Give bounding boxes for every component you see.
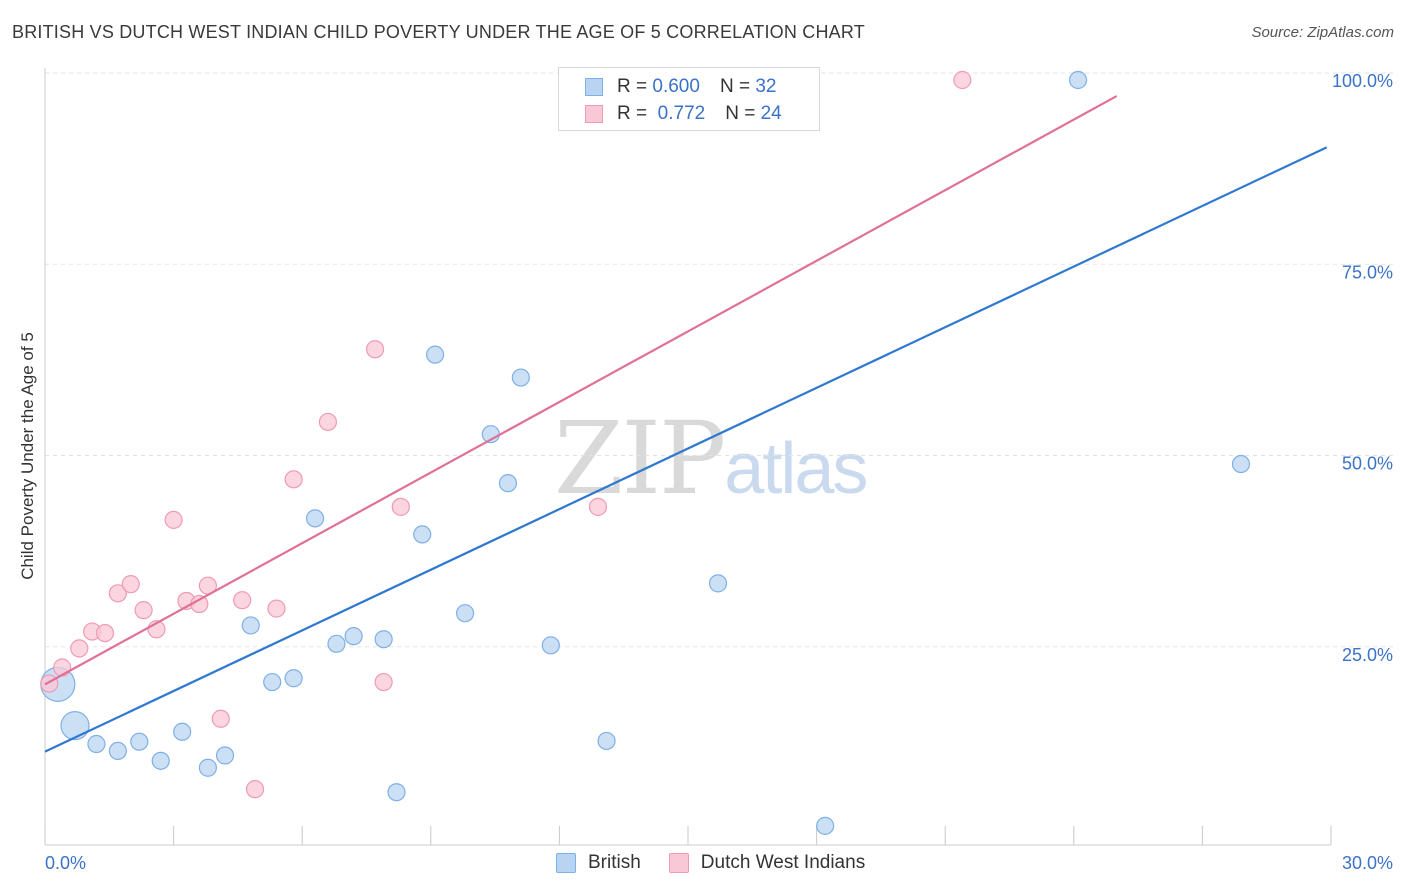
- british-point: [327, 634, 346, 653]
- british-r-value: 0.600: [652, 76, 700, 97]
- british-point: [305, 509, 325, 528]
- dutch-point: [245, 780, 265, 799]
- dutch-point: [374, 672, 393, 692]
- british-point: [198, 758, 217, 777]
- dutch-point: [365, 340, 385, 359]
- british-point: [344, 627, 363, 646]
- dutch-legend-swatch: [668, 853, 689, 873]
- british-swatch: [585, 78, 603, 96]
- series-legend: British Dutch West Indians: [556, 852, 893, 874]
- dutch-point: [318, 412, 338, 432]
- dutch-swatch: [585, 105, 603, 123]
- dutch-point: [53, 658, 72, 677]
- dutch-point: [284, 470, 303, 489]
- dutch-trend-line: [44, 95, 1118, 686]
- dutch-point: [267, 599, 286, 618]
- x-tick-label: 30.0%: [1342, 853, 1393, 873]
- correlation-legend: R = 0.600 N = 32 R = 0.772 N = 24: [558, 67, 820, 131]
- british-point: [130, 732, 149, 751]
- british-point: [498, 474, 518, 493]
- legend-item-british[interactable]: British: [556, 852, 641, 874]
- british-point: [215, 746, 235, 765]
- y-tick-label: 100.0%: [1332, 71, 1393, 91]
- dutch-n-value: 24: [760, 103, 782, 124]
- british-point: [597, 731, 616, 751]
- dutch-r-value: 0.772: [657, 103, 706, 124]
- british-trend-line: [44, 146, 1328, 753]
- legend-row-british: R = 0.600 N = 32: [559, 73, 776, 101]
- dutch-n-label: N =: [725, 103, 756, 124]
- x-tick-label: 0.0%: [45, 853, 86, 873]
- british-point: [87, 734, 106, 754]
- dutch-point: [134, 601, 153, 620]
- legend-row-dutch: R = 0.772 N = 24: [559, 100, 782, 128]
- british-point: [241, 616, 260, 635]
- british-point: [374, 630, 393, 649]
- dutch-point: [164, 510, 183, 529]
- british-point: [151, 751, 170, 770]
- british-point: [387, 783, 406, 802]
- dutch-point: [95, 623, 115, 643]
- dutch-r-label: R =: [617, 103, 648, 124]
- dutch-point: [233, 591, 252, 610]
- british-r-label: R =: [617, 76, 648, 97]
- y-tick-label: 25.0%: [1342, 645, 1393, 665]
- british-n-label: N =: [719, 76, 751, 97]
- watermark-atlas: atlas: [724, 429, 868, 509]
- british-point: [455, 604, 475, 623]
- british-point: [173, 722, 192, 741]
- british-point: [511, 368, 530, 387]
- british-point: [263, 672, 282, 692]
- british-point: [108, 741, 127, 761]
- british-legend-label: British: [588, 852, 641, 873]
- dutch-point: [588, 497, 608, 516]
- british-point: [541, 636, 560, 655]
- dutch-point: [211, 709, 230, 728]
- dutch-point: [70, 639, 89, 658]
- british-point: [1231, 454, 1251, 474]
- legend-item-dutch[interactable]: Dutch West Indians: [668, 852, 866, 874]
- british-point: [413, 525, 432, 544]
- source-credit: Source: ZipAtlas.com: [1251, 24, 1394, 41]
- british-point: [1068, 70, 1088, 90]
- dutch-point: [121, 575, 140, 594]
- british-point: [708, 574, 728, 593]
- dutch-point: [391, 497, 410, 516]
- british-legend-swatch: [556, 853, 576, 873]
- y-tick-label: 50.0%: [1342, 454, 1393, 474]
- dutch-point: [953, 70, 972, 90]
- dutch-point: [108, 584, 127, 603]
- y-tick-label: 75.0%: [1342, 262, 1393, 282]
- dutch-legend-label: Dutch West Indians: [700, 852, 866, 873]
- british-point: [816, 816, 835, 835]
- british-point: [284, 669, 303, 688]
- british-point: [425, 345, 445, 364]
- british-n-value: 32: [755, 76, 777, 97]
- chart-title: BRITISH VS DUTCH WEST INDIAN CHILD POVER…: [12, 22, 865, 42]
- british-point: [60, 711, 90, 741]
